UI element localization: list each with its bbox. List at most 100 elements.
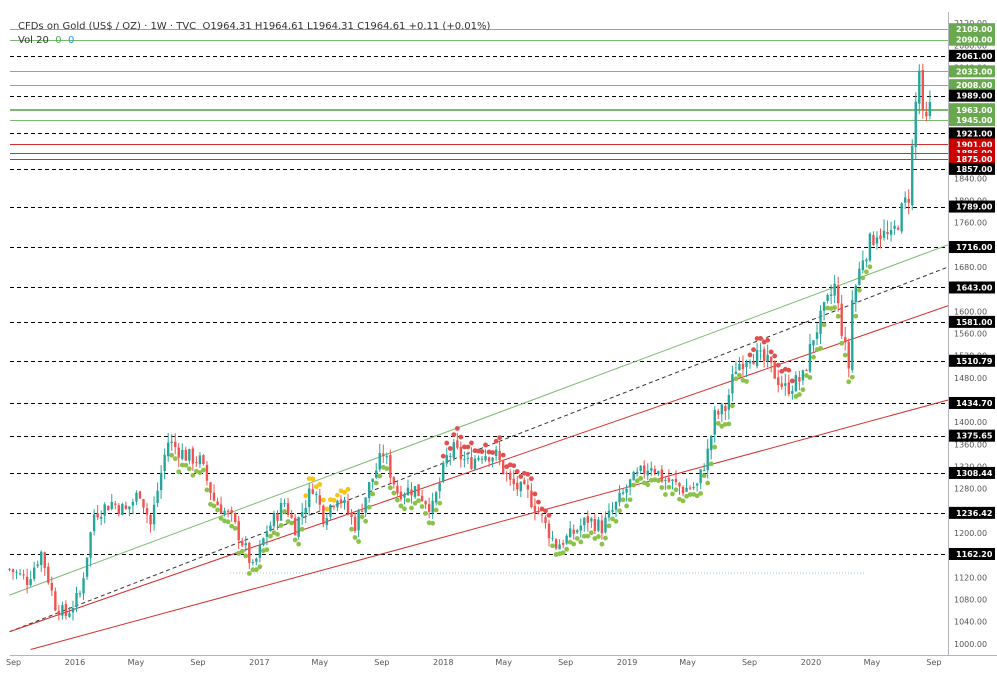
time-tick-label: Sep bbox=[190, 658, 205, 667]
indicator-dot bbox=[528, 476, 534, 482]
candle-body bbox=[858, 268, 861, 285]
candle-body bbox=[184, 449, 188, 461]
indicator-dot bbox=[722, 421, 728, 427]
indicator-dot bbox=[670, 491, 675, 497]
indicator-dot bbox=[377, 473, 383, 479]
indicator-dot bbox=[719, 423, 725, 429]
candle-body bbox=[325, 518, 329, 526]
candle-body bbox=[403, 494, 406, 498]
time-tick-label: 2018 bbox=[433, 658, 453, 667]
price-tag-label: 1945.00 bbox=[956, 116, 993, 125]
candle-body bbox=[918, 70, 921, 104]
candle-body bbox=[18, 573, 22, 575]
candle-body bbox=[886, 232, 889, 235]
candle-body bbox=[611, 509, 614, 512]
candle-body bbox=[618, 492, 621, 503]
candle-body bbox=[265, 532, 269, 537]
candle-body bbox=[202, 455, 205, 465]
candle-body bbox=[681, 487, 685, 494]
indicator-dot bbox=[275, 531, 280, 537]
indicator-dot bbox=[218, 515, 224, 521]
indicator-dot bbox=[250, 567, 256, 573]
indicator-dot bbox=[479, 449, 485, 454]
indicator-dot bbox=[243, 553, 249, 559]
indicator-dot bbox=[592, 536, 598, 541]
candle-body bbox=[882, 230, 886, 238]
candle-body bbox=[646, 470, 649, 476]
price-tag-label: 1643.00 bbox=[956, 283, 993, 292]
indicator-dot bbox=[278, 523, 284, 528]
candle-body bbox=[597, 519, 600, 531]
candle-body bbox=[209, 482, 212, 493]
candle-body bbox=[628, 479, 632, 488]
candle-body bbox=[124, 505, 128, 509]
price-tag-box bbox=[949, 33, 995, 46]
candle-body bbox=[568, 528, 572, 538]
volume-value-a: 0 bbox=[55, 35, 62, 46]
candle-body bbox=[865, 259, 868, 262]
indicator-dot bbox=[687, 492, 693, 497]
time-tick-label: May bbox=[495, 658, 512, 667]
indicator-dot bbox=[373, 480, 379, 486]
candle-body bbox=[110, 501, 113, 510]
candle-body bbox=[293, 517, 297, 536]
price-tag-box bbox=[949, 49, 995, 62]
indicator-dot bbox=[257, 564, 263, 570]
indicator-dot bbox=[172, 456, 178, 462]
indicator-dot bbox=[811, 354, 816, 360]
candle-body bbox=[300, 511, 304, 517]
indicator-dot bbox=[599, 541, 605, 547]
price-tick-label: 1080.00 bbox=[954, 596, 987, 605]
indicator-dot bbox=[490, 450, 496, 455]
candle-body bbox=[142, 499, 145, 508]
candle-body bbox=[766, 354, 769, 362]
indicator-dot bbox=[645, 482, 651, 488]
candle-body bbox=[262, 538, 265, 545]
candle-body bbox=[731, 374, 734, 394]
price-tag-box bbox=[949, 429, 995, 442]
volume-label[interactable]: Vol 20 bbox=[18, 35, 49, 46]
indicator-dot bbox=[197, 470, 203, 475]
indicator-dot bbox=[539, 506, 545, 512]
candle-body bbox=[174, 441, 177, 448]
indicator-dot bbox=[186, 466, 192, 472]
candle-body bbox=[417, 484, 420, 496]
legend-title-row: CFDs on Gold (US$ / OZ) · 1W · TVC O1964… bbox=[18, 20, 490, 34]
indicator-dot bbox=[469, 440, 474, 446]
candle-body bbox=[625, 488, 628, 493]
candle-body bbox=[844, 337, 847, 343]
symbol-title[interactable]: CFDs on Gold (US$ / OZ) · 1W · TVC bbox=[18, 21, 197, 32]
candle-body bbox=[854, 285, 858, 303]
price-tick-label: 1200.00 bbox=[954, 529, 987, 538]
candle-body bbox=[378, 453, 381, 470]
price-tick-label: 1040.00 bbox=[954, 618, 987, 627]
price-tag-label: 2061.00 bbox=[956, 52, 993, 61]
candle-body bbox=[32, 567, 36, 579]
price-tick-label: 1360.00 bbox=[954, 440, 987, 449]
candle-body bbox=[727, 394, 731, 410]
indicator-dot bbox=[458, 434, 464, 440]
indicator-dot bbox=[793, 394, 799, 399]
candle-body bbox=[308, 488, 311, 508]
indicator-dot bbox=[366, 504, 372, 510]
candle-body bbox=[667, 478, 671, 482]
candle-body bbox=[166, 442, 170, 457]
indicator-dot bbox=[405, 497, 411, 503]
candle-body bbox=[812, 340, 815, 346]
candle-body bbox=[512, 478, 515, 485]
time-tick-label: Sep bbox=[742, 658, 757, 667]
candle-body bbox=[925, 111, 928, 117]
candle-body bbox=[258, 544, 262, 558]
candle-body bbox=[304, 508, 307, 514]
candle-body bbox=[145, 508, 149, 515]
candle-body bbox=[413, 486, 417, 498]
time-tick-label: May bbox=[864, 658, 881, 667]
candle-body bbox=[699, 469, 702, 484]
candle-body bbox=[794, 375, 798, 392]
candle-body bbox=[741, 363, 745, 370]
candle-body bbox=[170, 441, 173, 444]
candle-body bbox=[121, 504, 124, 516]
price-tag-box bbox=[949, 281, 995, 294]
price-tag-box bbox=[949, 23, 995, 36]
